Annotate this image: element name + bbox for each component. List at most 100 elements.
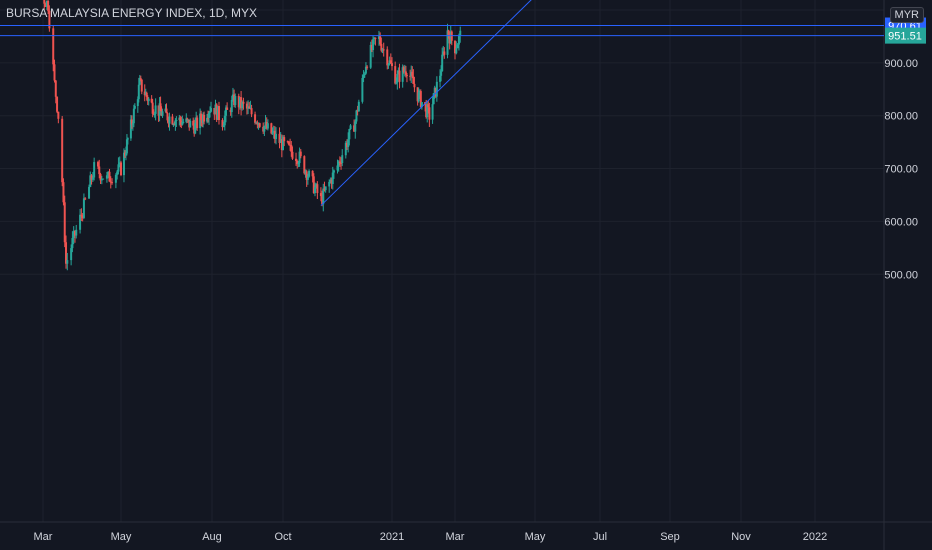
candle-body [425,104,428,118]
price-badge-label: 951.51 [888,31,922,43]
time-tick-label: May [525,531,546,543]
candle-body [379,36,382,45]
candle-body [257,123,260,125]
candle-body [419,91,422,108]
currency-selector[interactable]: MYR [889,7,924,23]
candle-body [150,98,153,103]
time-tick-label: Mar [446,531,465,543]
candle-body [255,122,258,124]
candle-body [196,117,199,129]
candle-body [109,181,112,183]
candle-body [321,196,324,205]
candle-body [131,123,134,125]
candle-body [57,111,60,119]
candle-body [331,172,334,185]
candle-body [306,176,309,180]
candle-body [323,188,326,191]
candle-body [139,78,142,80]
candle-body [88,186,91,199]
candle-body [440,71,443,76]
candle-body [433,87,436,94]
candle-body [71,237,74,249]
candle-body [404,71,407,75]
candle-body [43,0,46,4]
candle-body [416,87,419,102]
candle-body [431,104,434,120]
candle-body [124,153,127,156]
candle-body [401,67,404,82]
candle-body [353,125,356,132]
candle-body [389,60,392,64]
candle-body [107,171,110,176]
candle-body [402,67,405,72]
candle-body [66,260,69,264]
time-tick-label: 2021 [380,531,404,543]
price-tick-label: 900.00 [884,58,918,70]
candle-body [291,151,294,159]
candle-body [118,162,121,165]
candle-body [82,198,85,218]
candle-body [349,125,352,130]
candle-body [435,81,438,97]
candle-body [159,103,162,111]
candle-body [80,214,83,216]
candle-body [270,123,273,134]
price-tick-label: 500.00 [884,269,918,281]
candle-body [93,162,96,178]
candle-body [250,108,253,115]
candle-body [299,151,302,157]
time-tick-label: 2022 [803,531,827,543]
candle-body [388,60,391,65]
candle-body [216,106,219,120]
candle-body [54,80,57,97]
candle-body [420,102,423,108]
candle-body [456,44,459,49]
time-tick-label: Nov [731,531,751,543]
chart-title: BURSA MALAYSIA ENERGY INDEX, 1D, MYX [6,6,257,20]
candle-body [370,44,373,51]
candle-body [403,71,406,73]
candle-body [189,120,192,128]
candle-body [313,187,316,194]
candle-body [308,170,311,177]
candle-body [297,163,300,165]
candle-body [295,158,298,161]
candle-body [186,118,189,120]
candle-body [138,78,141,85]
candle-body [315,184,318,188]
candle-body [175,119,178,121]
candle-body [98,166,101,175]
candle-body [398,70,401,82]
candle-body [418,91,421,93]
candle-body [459,30,462,36]
candle-body [258,123,261,127]
candle-body [100,178,103,181]
candle-body [273,130,276,139]
candle-body [387,64,390,66]
candle-body [81,215,84,218]
candle-body [262,126,265,132]
candle-body [171,116,174,125]
candle-body [102,178,105,180]
candle-body [56,96,59,112]
candle-body [125,139,128,154]
candle-body [140,79,143,92]
candle-body [249,108,252,110]
candle-body [312,176,315,194]
candle-body [199,113,202,129]
candle-body [90,175,93,180]
candle-body [137,84,140,100]
candle-body [206,117,209,122]
candle-body [108,171,111,182]
candle-body [366,66,369,68]
candle-body [111,182,114,184]
candle-body [210,108,213,112]
candle-body [345,142,348,147]
candle-body [114,174,117,183]
candle-body [413,83,416,88]
candle-body [174,120,177,125]
candle-body [336,165,339,171]
candle-body [304,171,307,174]
